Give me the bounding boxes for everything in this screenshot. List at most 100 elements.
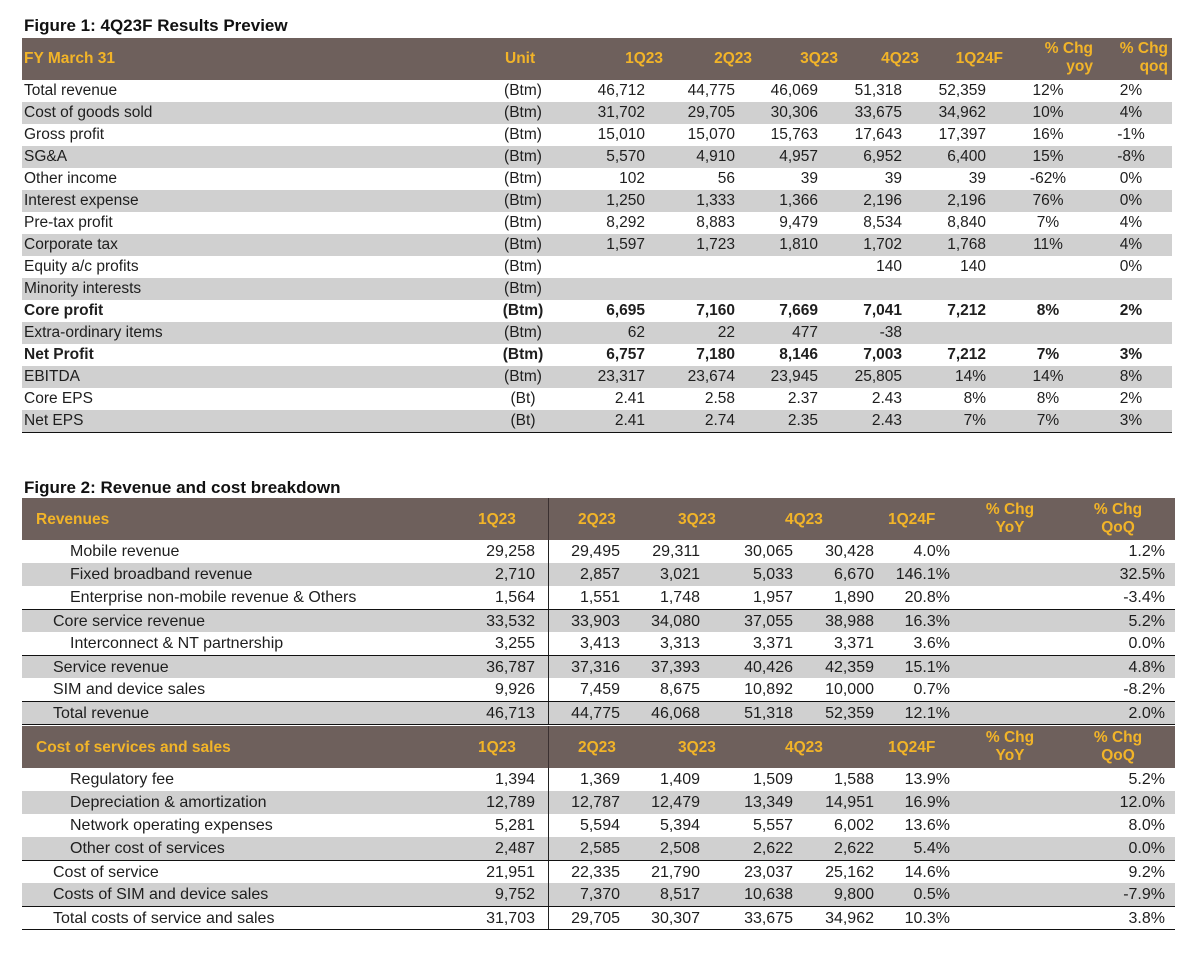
section-title: Cost of services and sales [36, 739, 231, 756]
row-value: -8.2% [1123, 681, 1165, 698]
header-period: 1Q23 [478, 739, 516, 756]
row-value: 39 [968, 170, 986, 187]
row-label: Corporate tax [24, 236, 118, 253]
row-value: 3,371 [752, 635, 793, 652]
row-value: 17,643 [854, 126, 902, 143]
row-label: Core service revenue [53, 613, 206, 630]
row-value: 1,564 [494, 589, 535, 606]
row-unit: (Btm) [504, 126, 542, 143]
row-value: 40,426 [744, 659, 793, 676]
column-divider [548, 678, 549, 701]
row-value: 140 [876, 258, 902, 275]
row-value: -38 [879, 324, 902, 341]
row-value: 9,800 [833, 886, 874, 903]
table-row: Total costs of service and sales 31,703 29… [22, 906, 1175, 930]
row-value: 6,400 [947, 148, 986, 165]
row-value: 7,459 [579, 681, 620, 698]
header-period: 1Q23 [625, 50, 663, 67]
header-yoy-line1: % Chg [985, 501, 1035, 518]
row-value: 7,160 [696, 302, 735, 319]
header-period: 2Q23 [578, 739, 616, 756]
row-value: 25,805 [854, 368, 902, 385]
table-row: Interest expense (Btm) 1,250 1,333 1,366 2,19… [22, 190, 1172, 212]
row-value: 2,196 [947, 192, 986, 209]
header-period: 1Q24F [955, 50, 1003, 67]
header-period: 1Q24F [888, 739, 936, 756]
row-value: 5,594 [579, 817, 620, 834]
row-label: EBITDA [24, 368, 80, 385]
table-row: Core profit (Btm) 6,695 7,160 7,669 7,041 7,21… [22, 300, 1172, 322]
table-row: Equity a/c profits (Btm) 140 140 0% [22, 256, 1172, 278]
header-period: 3Q23 [800, 50, 838, 67]
row-value: 3,255 [494, 635, 535, 652]
row-value: 51,318 [744, 705, 793, 722]
column-divider [548, 837, 549, 860]
table-header: FY March 31 Unit 1Q23 2Q23 3Q23 4Q23 1Q24F % Ch… [22, 38, 1172, 80]
row-value: 15.1% [904, 659, 950, 676]
table-row: Other income (Btm) 102 56 39 39 39 -62% 0% [22, 168, 1172, 190]
row-value: 7,212 [947, 346, 986, 363]
row-value: 16.9% [904, 794, 950, 811]
row-value: 8,146 [779, 346, 818, 363]
row-value: 46,713 [486, 705, 535, 722]
row-value: 15,010 [597, 126, 645, 143]
header-period: 4Q23 [881, 50, 919, 67]
row-value: 52,359 [825, 705, 874, 722]
row-value: 2.35 [787, 412, 818, 429]
row-value: 9,752 [494, 886, 535, 903]
row-value: 7% [1036, 412, 1060, 429]
row-value: 7% [1036, 214, 1060, 231]
row-value: 12,789 [486, 794, 535, 811]
row-value: 33,903 [571, 613, 620, 630]
row-value: 1,957 [752, 589, 793, 606]
row-value: 14,951 [825, 794, 874, 811]
row-value: 21,790 [651, 864, 700, 881]
row-label: Total costs of service and sales [53, 910, 275, 927]
row-value: 2.43 [871, 412, 902, 429]
row-value: 8% [1119, 368, 1143, 385]
row-value: -3.4% [1123, 589, 1165, 606]
row-value: 6,695 [606, 302, 645, 319]
row-value: 8,840 [947, 214, 986, 231]
row-value: 3% [1119, 346, 1143, 363]
row-value: 56 [717, 170, 735, 187]
row-value: 1.2% [1128, 543, 1165, 560]
row-value: 20.8% [904, 589, 950, 606]
row-label: Net Profit [24, 346, 94, 363]
row-value: 0.0% [1128, 635, 1165, 652]
row-value: 11% [1033, 236, 1063, 253]
row-value: 1,597 [606, 236, 645, 253]
column-divider [548, 563, 549, 586]
row-value: 1,890 [833, 589, 874, 606]
row-value: -1% [1117, 126, 1145, 143]
column-divider [548, 907, 549, 929]
row-value: 34,962 [825, 910, 874, 927]
table-row: Total revenue (Btm) 46,712 44,775 46,069 51,3… [22, 80, 1172, 102]
row-value: 13.9% [904, 771, 950, 788]
row-value: 14% [1032, 368, 1064, 385]
table-row: Cost of goods sold (Btm) 31,702 29,705 30,30… [22, 102, 1172, 124]
row-value: 1,250 [606, 192, 645, 209]
row-value: 3,371 [833, 635, 874, 652]
table-row: Costs of SIM and device sales 9,752 7,370 8… [22, 883, 1175, 906]
row-value: 30,065 [744, 543, 793, 560]
row-label: Gross profit [24, 126, 105, 143]
row-value: 1,369 [579, 771, 620, 788]
row-value: 9,479 [779, 214, 818, 231]
row-value: 12,787 [571, 794, 620, 811]
row-value: 3,413 [579, 635, 620, 652]
header-yoy-line1: % Chg [985, 729, 1035, 746]
row-value: 2,710 [494, 566, 535, 583]
section-gap [22, 930, 1175, 931]
row-value: 9.2% [1128, 864, 1165, 881]
row-value: 16.3% [904, 613, 950, 630]
row-value: 2,622 [752, 840, 793, 857]
row-value: 16% [1032, 126, 1064, 143]
row-label: Core EPS [24, 390, 93, 407]
row-value: 44,775 [687, 82, 735, 99]
row-value: 2,585 [579, 840, 620, 857]
column-divider [548, 702, 549, 724]
row-value: 8,517 [659, 886, 700, 903]
row-value: 8% [963, 390, 986, 407]
table-row: Regulatory fee 1,394 1,369 1,409 1,509 1,588 1… [22, 768, 1175, 791]
